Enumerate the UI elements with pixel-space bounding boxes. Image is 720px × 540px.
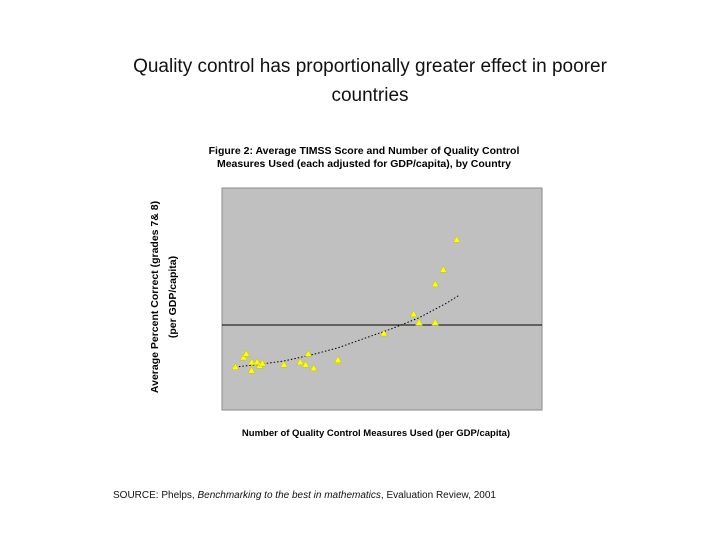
trendline [235,294,460,368]
data-points [231,235,461,374]
plot-area [221,187,543,411]
y-axis-label-line-2: (per GDP/capita) [167,256,179,338]
data-point [431,280,439,287]
y-axis-label-line-1: Average Percent Correct (grades 7& 8) [149,201,161,393]
data-point [334,355,342,363]
data-point [239,353,248,361]
data-point [431,318,439,326]
data-point [247,358,256,365]
slide-title: Quality control has proportionally great… [60,52,680,110]
data-point [296,358,304,365]
data-point [258,359,267,367]
data-point [409,310,418,317]
data-point [231,362,240,370]
data-point [242,349,250,357]
x-axis-label: Number of Quality Control Measures Used … [242,428,510,439]
data-point [247,366,256,374]
data-point [309,364,318,371]
data-point [304,349,313,357]
source-publication: , Evaluation Review, 2001 [380,490,496,501]
chart-title-line-2: Measures Used (each adjusted for GDP/cap… [217,158,511,170]
data-point [453,235,461,243]
source-citation: SOURCE: Phelps, Benchmarking to the best… [113,490,496,501]
data-point [301,360,310,368]
slide-title-line-1: Quality control has proportionally great… [133,56,607,77]
data-point [380,329,388,337]
chart-title-line-1: Figure 2: Average TIMSS Score and Number… [209,145,520,157]
data-point [280,360,288,368]
slide-title-line-2: countries [331,85,409,106]
source-work-title: Benchmarking to the best in mathematics [197,490,381,501]
source-label: SOURCE: Phelps, [113,490,195,501]
data-point [439,265,448,273]
data-point [253,358,261,365]
data-point [415,318,423,326]
